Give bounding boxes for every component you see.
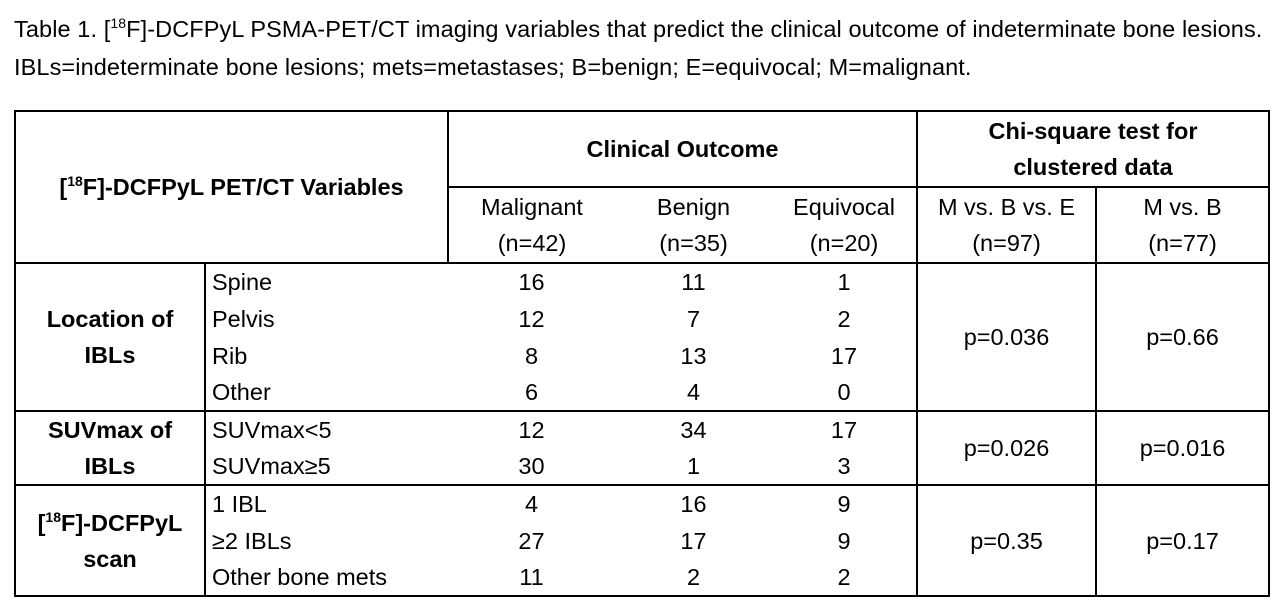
col-malignant-header: Malignant (n=42) (448, 186, 615, 264)
header-row-1: [18F]-DCFPyL PET/CT Variables Clinical O… (14, 110, 1271, 264)
table-row: Rib 8 13 17 (15, 337, 1269, 374)
benign-cell: 4 (615, 374, 772, 412)
malignant-cell: 30 (448, 448, 615, 486)
table-row: ≥2 IBLs 27 17 9 (15, 522, 1269, 559)
malignant-cell: 16 (518, 269, 545, 295)
equivocal-cell: 0 (772, 374, 918, 412)
malignant-cell: 27 (518, 527, 545, 554)
group-label-scan: [18F]-DCFPyL scan (14, 485, 206, 597)
malignant-cell: 12 (518, 417, 545, 443)
group-label-location: Location of IBLs (14, 263, 206, 412)
equivocal-cell: 3 (772, 448, 918, 486)
equivocal-cell: 17 (772, 337, 918, 374)
col-mb-header: M vs. B (n=77) (1096, 186, 1271, 264)
variable-cell: SUVmax≥5 (205, 448, 448, 486)
benign-cell: 11 (681, 269, 706, 295)
table-row: [18F]-DCFPyL scan 1 IBL 4 16 9 p=0.35 p=0… (14, 485, 1271, 597)
equivocal-cell: 17 (772, 411, 918, 448)
col-mbe-header: M vs. B vs. E (n=97) (917, 186, 1097, 264)
variables-header: [18F]-DCFPyL PET/CT Variables (14, 110, 449, 264)
benign-cell: 2 (615, 559, 772, 597)
variable-cell: SUVmax<5 (212, 417, 332, 443)
variable-cell: ≥2 IBLs (212, 527, 292, 554)
caption-prefix: Table 1. [ (14, 16, 111, 42)
equivocal-cell: 9 (772, 522, 918, 559)
variable-cell: Other bone mets (205, 559, 448, 597)
table-row: SUVmax≥5 30 1 3 (15, 448, 1269, 486)
header-row-2: Malignant (n=42) Benign (n=35) Equivocal (n… (15, 186, 1271, 264)
malignant-cell: 4 (524, 491, 539, 517)
variable-cell: 1 IBL (212, 491, 267, 517)
group-label-suvmax: SUVmax of IBLs (14, 411, 206, 486)
benign-cell: 16 (680, 491, 707, 517)
caption-superscript: 18 (110, 15, 127, 31)
p-value-mb: p=0.016 (1096, 411, 1271, 486)
variable-cell: Pelvis (212, 305, 275, 332)
malignant-cell: 11 (448, 559, 615, 597)
malignant-cell: 12 (518, 305, 545, 332)
benign-cell: 34 (680, 417, 707, 443)
variable-cell: Spine (212, 269, 273, 295)
table-row: Location of IBLs Spine 16 11 1 p=0.036 p=… (14, 263, 1271, 412)
col-equivocal-header: Equivocal (n=20) (772, 186, 918, 264)
malignant-cell: 6 (448, 374, 615, 412)
benign-cell: 7 (686, 305, 701, 332)
table-row: Other 6 4 0 (15, 374, 1269, 412)
equivocal-cell: 2 (772, 559, 918, 597)
benign-cell: 1 (615, 448, 772, 486)
table-row: SUVmax of IBLs SUVmax<5 12 34 17 p=0.026 … (14, 411, 1271, 486)
table-row: Other bone mets 11 2 2 (15, 559, 1269, 597)
col-benign-header: Benign (n=35) (615, 186, 772, 264)
equivocal-cell: 1 (772, 263, 918, 300)
table-caption: Table 1. [18F]-DCFPyL PSMA-PET/CT imagin… (14, 10, 1274, 86)
table-row: Pelvis 12 7 2 (15, 300, 1269, 337)
p-value-mb: p=0.17 (1096, 485, 1271, 597)
p-value-mbe: p=0.036 (917, 263, 1097, 412)
variable-cell: Other (205, 374, 448, 412)
clinical-outcome-header: Clinical Outcome (448, 110, 918, 187)
equivocal-cell: 2 (772, 300, 918, 337)
p-value-mbe: p=0.026 (917, 411, 1097, 486)
benign-cell: 13 (680, 342, 707, 369)
chi-square-header: Chi-square test for clustered data (917, 110, 1271, 187)
benign-cell: 17 (680, 527, 707, 554)
outcome-table: [18F]-DCFPyL PET/CT Variables Clinical O… (14, 110, 1271, 597)
variable-cell: Rib (212, 342, 248, 369)
malignant-cell: 8 (524, 342, 539, 369)
p-value-mbe: p=0.35 (917, 485, 1097, 597)
caption-text: F]-DCFPyL PSMA-PET/CT imaging variables … (14, 16, 1263, 80)
equivocal-cell: 9 (772, 485, 918, 522)
p-value-mb: p=0.66 (1096, 263, 1271, 412)
